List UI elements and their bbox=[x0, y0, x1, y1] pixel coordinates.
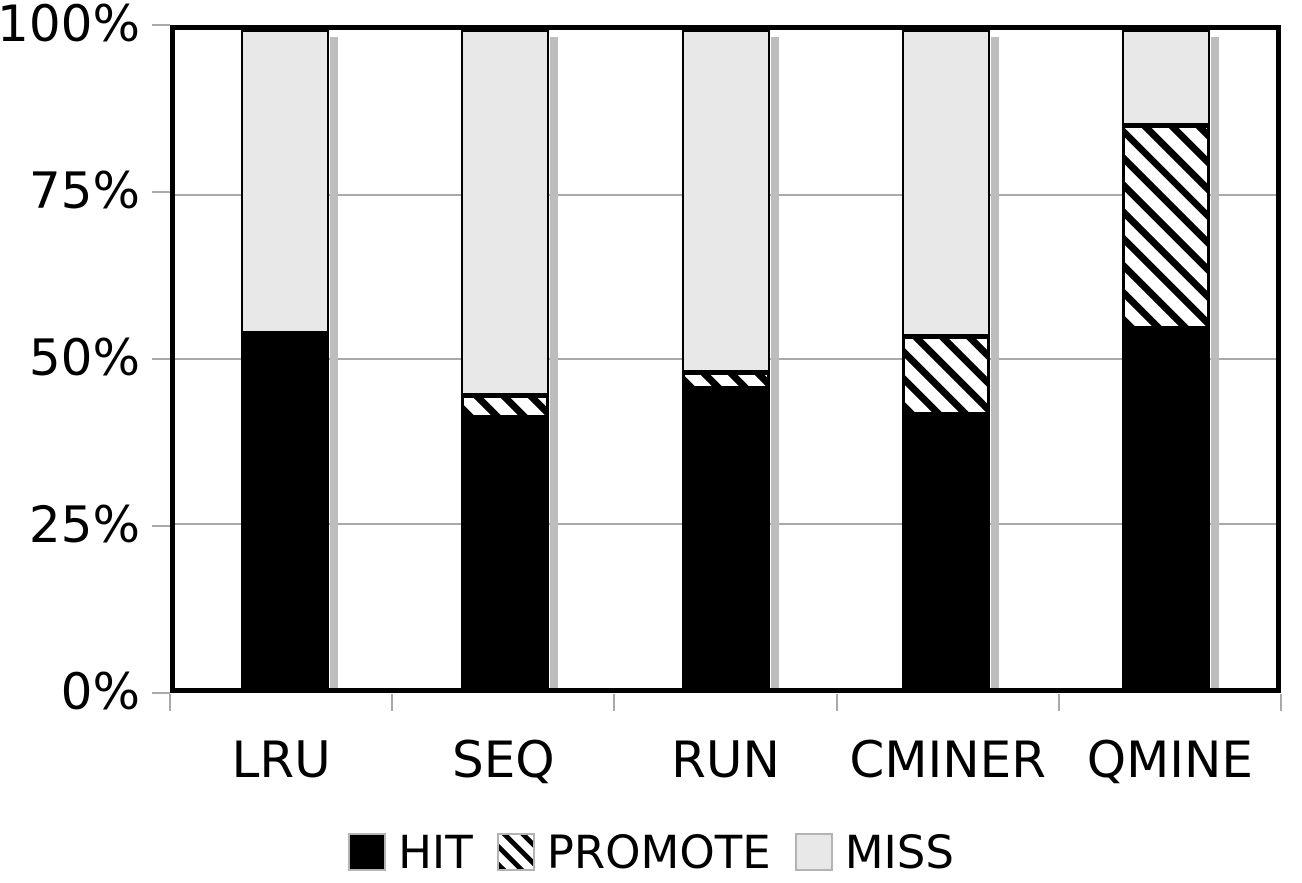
bar-segment-hit bbox=[1121, 329, 1210, 688]
y-axis-tick-label: 0% bbox=[60, 662, 140, 721]
category-label: QMINE bbox=[1086, 731, 1254, 789]
bar-group-qmine bbox=[1121, 30, 1219, 688]
bar-segment-hit bbox=[901, 414, 990, 688]
bar-segment-miss bbox=[241, 30, 330, 333]
y-axis-tick-label: 25% bbox=[28, 495, 140, 554]
legend-item-promote: PROMOTE bbox=[496, 825, 771, 879]
legend-item-hit: HIT bbox=[348, 826, 473, 879]
bar-segment-promote bbox=[1121, 125, 1210, 330]
y-axis-tick-label: 50% bbox=[28, 328, 140, 387]
legend-label: MISS bbox=[844, 825, 954, 879]
legend-swatch-hit bbox=[348, 833, 387, 871]
bar-segment-miss bbox=[1121, 30, 1210, 126]
x-axis-boundary-tick bbox=[169, 694, 171, 711]
bar-shadow bbox=[990, 37, 999, 688]
category-label: LRU bbox=[231, 731, 331, 789]
y-axis-tick bbox=[152, 358, 170, 360]
x-axis-boundary-tick bbox=[613, 694, 616, 711]
bar-segment-hit bbox=[461, 418, 550, 688]
x-axis-labels: LRU SEQ RUN CMINER QMINE bbox=[170, 731, 1281, 801]
bar-segment-hit bbox=[241, 332, 330, 688]
y-axis-tick-label: 100% bbox=[0, 0, 140, 53]
y-axis-tick bbox=[152, 24, 170, 26]
x-axis-boundary-tick bbox=[391, 694, 394, 711]
bar-segment-promote bbox=[681, 372, 770, 389]
bar-group-run bbox=[681, 30, 779, 688]
bar-group-seq bbox=[461, 30, 559, 688]
y-axis-tick bbox=[152, 692, 170, 694]
bar-segment-promote bbox=[901, 335, 990, 415]
bar-shadow bbox=[770, 37, 779, 688]
category-label: RUN bbox=[671, 731, 780, 789]
bar-segment-miss bbox=[681, 30, 770, 373]
y-axis-labels: 100% 75% 50% 25% 0% bbox=[0, 0, 140, 721]
bar-segment-miss bbox=[461, 30, 550, 396]
category-label: SEQ bbox=[451, 731, 555, 789]
bars-container bbox=[175, 30, 1276, 688]
y-axis-tick bbox=[152, 191, 170, 193]
legend-swatch-promote bbox=[496, 833, 535, 871]
legend: HIT PROMOTE MISS bbox=[0, 824, 1302, 880]
bar-segment-hit bbox=[681, 388, 770, 688]
bar-group-cminer bbox=[901, 30, 999, 688]
legend-label: PROMOTE bbox=[546, 825, 771, 879]
y-axis-ticks bbox=[152, 24, 170, 694]
x-axis-ticks bbox=[169, 694, 1282, 712]
x-axis-boundary-tick bbox=[1057, 694, 1060, 711]
x-axis-boundary-tick bbox=[835, 694, 838, 711]
category-label: CMINER bbox=[849, 731, 1046, 789]
bar-shadow bbox=[330, 37, 339, 688]
legend-swatch-miss bbox=[794, 833, 833, 871]
bar-shadow bbox=[550, 37, 559, 688]
legend-label: HIT bbox=[398, 825, 473, 879]
plot-area bbox=[170, 25, 1281, 693]
bar-group-lru bbox=[241, 30, 339, 688]
legend-item-miss: MISS bbox=[794, 825, 954, 879]
y-axis-tick-label: 75% bbox=[28, 161, 140, 220]
bar-segment-promote bbox=[461, 395, 550, 419]
y-axis-tick bbox=[152, 525, 170, 527]
bar-shadow bbox=[1210, 37, 1219, 688]
x-axis-boundary-tick bbox=[1280, 694, 1282, 711]
bar-segment-miss bbox=[901, 30, 990, 336]
